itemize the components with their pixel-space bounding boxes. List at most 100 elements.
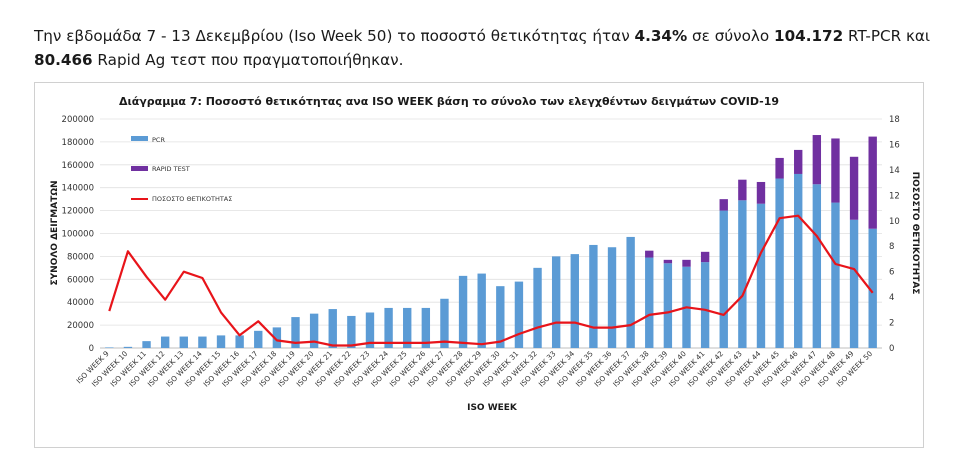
pcr-bar bbox=[496, 286, 505, 348]
pcr-bar bbox=[756, 203, 766, 348]
pcr-bar bbox=[775, 178, 784, 348]
y-axis-label: ΣΥΝΟΛΟ ΔΕΙΓΜΑΤΩΝ bbox=[50, 180, 60, 285]
pcr-bar bbox=[272, 327, 282, 348]
y2-tick-label: 16 bbox=[889, 140, 900, 150]
intro-text-2: σε σύνολο bbox=[687, 27, 774, 45]
pcr-bar bbox=[216, 335, 226, 348]
intro-paragraph: Την εβδομάδα 7 - 13 Δεκεμβρίου (Iso Week… bbox=[34, 24, 934, 72]
pcr-bar bbox=[607, 247, 617, 348]
chart-title: Διάγραμμα 7: Ποσοστό θετικότητας ανα ISO… bbox=[119, 95, 779, 108]
pcr-bar bbox=[347, 315, 356, 348]
pcr-bar bbox=[626, 236, 635, 348]
pcr-bar bbox=[533, 267, 542, 348]
pcr-bar bbox=[198, 336, 207, 348]
intro-text-3: RT-PCR και bbox=[843, 27, 931, 45]
legend-label-pcr: PCR bbox=[152, 136, 165, 144]
pcr-bar bbox=[160, 336, 170, 348]
chart-positivity-line bbox=[108, 214, 874, 347]
y-tick-label: 120000 bbox=[62, 207, 94, 217]
pcr-bar bbox=[700, 262, 710, 348]
pcr-bar bbox=[477, 273, 486, 348]
x-axis-label: ISO WEEK bbox=[467, 403, 518, 413]
rapid-bar bbox=[719, 199, 728, 211]
pcr-bar bbox=[291, 317, 300, 348]
y-tick-label: 0 bbox=[89, 344, 94, 354]
intro-text-1: Την εβδομάδα 7 - 13 Δεκεμβρίου (Iso Week… bbox=[34, 27, 635, 45]
pcr-bar bbox=[551, 256, 561, 348]
rapid-bar bbox=[868, 136, 877, 229]
rapid-bar bbox=[645, 250, 654, 258]
pcr-bar bbox=[384, 307, 393, 348]
chart-bars bbox=[105, 135, 877, 348]
y-tick-label: 60000 bbox=[67, 275, 94, 285]
pcr-bar bbox=[309, 313, 319, 348]
y-tick-label: 200000 bbox=[62, 115, 94, 125]
y-tick-label: 100000 bbox=[62, 230, 94, 240]
rapid-bar bbox=[756, 181, 766, 204]
y-tick-label: 40000 bbox=[67, 298, 94, 308]
pcr-bar bbox=[123, 346, 133, 348]
pcr-bar bbox=[403, 307, 412, 348]
rapid-bar bbox=[700, 251, 710, 263]
intro-text-4: Rapid Ag τεστ που πραγματοποιήθηκαν. bbox=[92, 51, 404, 69]
y2-tick-label: 4 bbox=[889, 293, 894, 303]
y2-axis-ticks: 0 2 4 6 8 10 12 14 16 18 bbox=[889, 115, 900, 354]
y2-tick-label: 18 bbox=[889, 115, 900, 125]
y-tick-label: 180000 bbox=[62, 138, 94, 148]
rapid-bar bbox=[682, 259, 691, 267]
pcr-bar bbox=[645, 257, 654, 348]
y2-tick-label: 14 bbox=[889, 166, 900, 176]
pcr-bar bbox=[458, 275, 468, 348]
legend-swatch-rapid bbox=[131, 166, 148, 171]
pcr-bar bbox=[254, 330, 263, 348]
y2-tick-label: 6 bbox=[889, 268, 894, 278]
pcr-bar bbox=[663, 263, 673, 348]
rapid-total-value: 80.466 bbox=[34, 51, 93, 69]
pcr-bar bbox=[570, 254, 579, 348]
y-tick-label: 140000 bbox=[62, 184, 94, 194]
rapid-bar bbox=[663, 259, 673, 264]
pcr-bar bbox=[421, 307, 431, 348]
y2-tick-label: 8 bbox=[889, 242, 894, 252]
y2-tick-label: 0 bbox=[889, 344, 894, 354]
rapid-bar bbox=[775, 157, 784, 179]
pcr-bar bbox=[794, 173, 803, 348]
chart-legend: PCR RAPID TEST ΠΟΣΟΣΤΟ ΘΕΤΙΚΟΤΗΤΑΣ bbox=[131, 136, 232, 203]
rapid-bar bbox=[794, 149, 803, 174]
positivity-line bbox=[108, 214, 874, 347]
legend-label-rapid: RAPID TEST bbox=[152, 165, 190, 173]
y2-tick-label: 2 bbox=[889, 319, 894, 329]
y2-tick-label: 12 bbox=[889, 191, 900, 201]
pcr-bar bbox=[589, 244, 598, 348]
rapid-bar bbox=[831, 138, 840, 203]
legend-label-positivity: ΠΟΣΟΣΤΟ ΘΕΤΙΚΟΤΗΤΑΣ bbox=[152, 195, 232, 203]
chart-gridlines bbox=[100, 118, 882, 349]
y2-tick-label: 10 bbox=[889, 217, 900, 227]
pcr-total-value: 104.172 bbox=[774, 27, 844, 45]
y-axis-ticks: 0 20000 40000 60000 80000 100000 120000 140000 1… bbox=[62, 115, 94, 354]
pcr-bar bbox=[868, 228, 877, 348]
pcr-bar bbox=[142, 341, 151, 348]
pcr-bar bbox=[849, 219, 859, 348]
rapid-bar bbox=[738, 179, 747, 201]
y-tick-label: 80000 bbox=[67, 252, 94, 262]
rapid-bar bbox=[812, 135, 822, 185]
pcr-bar bbox=[365, 312, 375, 348]
pcr-bar bbox=[831, 202, 840, 348]
pcr-bar bbox=[105, 347, 114, 348]
positivity-value: 4.34% bbox=[634, 27, 688, 45]
pcr-bar bbox=[179, 336, 188, 348]
legend-swatch-pcr bbox=[131, 136, 148, 141]
pcr-bar bbox=[719, 210, 728, 348]
pcr-bar bbox=[738, 200, 747, 348]
y-tick-label: 160000 bbox=[62, 161, 94, 171]
pcr-bar bbox=[328, 309, 337, 348]
pcr-bar bbox=[812, 184, 822, 348]
y-tick-label: 20000 bbox=[67, 321, 94, 331]
pcr-bar bbox=[440, 298, 449, 348]
y2-axis-label: ΠΟΣΟΣΤΟ ΘΕΤΙΚΟΤΗΤΑΣ bbox=[910, 172, 920, 295]
rapid-bar bbox=[849, 156, 859, 220]
pcr-bar bbox=[235, 335, 244, 348]
